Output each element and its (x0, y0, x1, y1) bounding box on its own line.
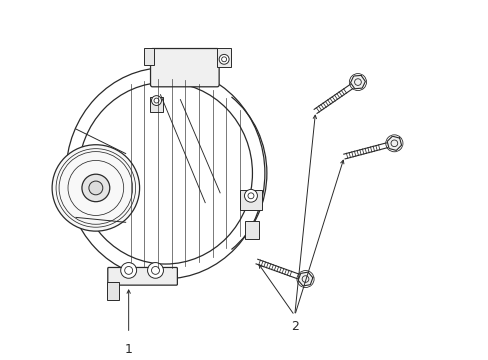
Circle shape (219, 54, 228, 64)
Text: 2: 2 (290, 320, 298, 333)
FancyBboxPatch shape (150, 49, 219, 87)
Text: 1: 1 (124, 343, 132, 356)
Circle shape (52, 145, 139, 231)
Circle shape (82, 174, 109, 202)
Polygon shape (350, 75, 365, 89)
Circle shape (121, 262, 136, 278)
Circle shape (89, 181, 102, 195)
Bar (143, 48, 153, 65)
Bar (240, 190, 262, 210)
Polygon shape (386, 136, 401, 150)
Polygon shape (298, 272, 312, 286)
Bar (217, 48, 231, 67)
Circle shape (151, 96, 161, 105)
Bar (149, 96, 163, 112)
FancyBboxPatch shape (107, 267, 177, 285)
Bar (106, 282, 119, 300)
Circle shape (147, 262, 163, 278)
Bar (244, 221, 258, 239)
Circle shape (244, 189, 257, 202)
